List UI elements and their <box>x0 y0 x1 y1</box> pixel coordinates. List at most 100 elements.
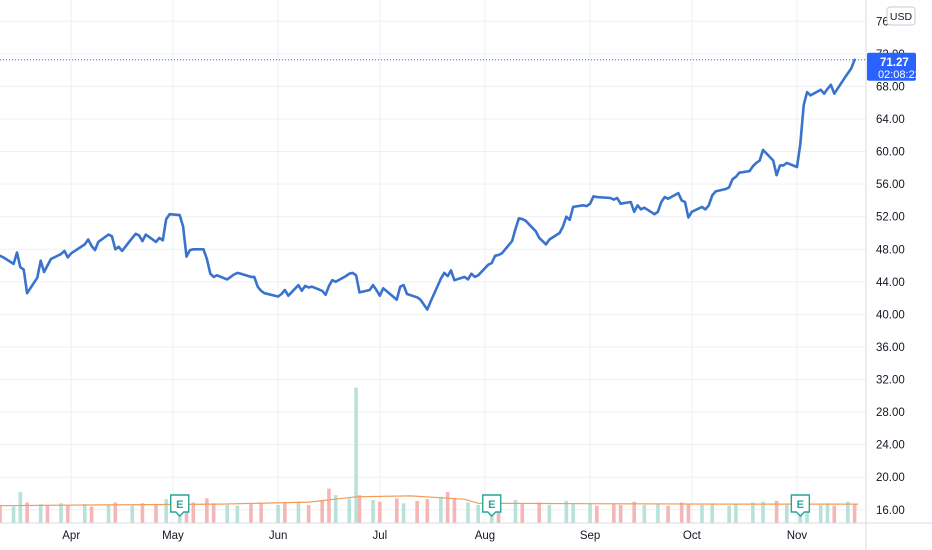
x-tick-label: Sep <box>580 530 600 542</box>
volume-bar <box>595 505 599 523</box>
y-tick-label: 20.00 <box>876 472 905 484</box>
volume-bar <box>347 498 352 523</box>
time-axis[interactable]: Apr May Jun Jul Aug Sep Oct Nov <box>62 530 807 542</box>
x-tick-label: Oct <box>683 530 702 542</box>
volume-bar <box>818 504 823 523</box>
y-tick-label: 48.00 <box>876 244 905 256</box>
volume-bar <box>727 505 731 523</box>
volume-bar <box>211 503 216 523</box>
y-tick-label: 16.00 <box>876 505 905 517</box>
volume-bar <box>140 503 145 523</box>
y-tick-label: 24.00 <box>876 440 905 452</box>
volume-bar <box>618 504 623 523</box>
y-tick-label: 68.00 <box>876 81 905 93</box>
volume-bar <box>259 502 263 523</box>
volume-bar <box>476 504 480 523</box>
volume-bar <box>452 498 457 523</box>
volume-bar <box>378 501 382 523</box>
earnings-badge <box>482 494 502 517</box>
y-tick-label: 64.00 <box>876 114 905 126</box>
earnings-marker[interactable]: E <box>170 494 190 517</box>
volume-bar <box>191 502 196 523</box>
y-tick-label: 28.00 <box>876 407 905 419</box>
volume-bar <box>666 505 670 523</box>
volume-bar <box>59 503 63 523</box>
last-price-value: 71.27 <box>880 57 909 69</box>
volume-bar <box>89 506 94 523</box>
volume-bar <box>18 491 23 523</box>
volume-bar <box>825 503 830 523</box>
volume-bar <box>283 503 287 523</box>
x-tick-label: Jul <box>372 530 387 542</box>
volume-bar <box>235 505 240 523</box>
volume-bar <box>276 504 280 523</box>
volume-bar <box>751 502 755 523</box>
earnings-badge-label: E <box>176 499 183 511</box>
volume-bar <box>439 496 443 523</box>
volume-bar <box>333 495 338 523</box>
volume-bar <box>425 499 430 523</box>
volume-bar <box>82 504 87 523</box>
earnings-badge-label: E <box>488 499 495 511</box>
volume-bar <box>38 504 43 523</box>
volume-bar <box>852 504 857 523</box>
volume-bar <box>588 503 592 523</box>
volume-bar <box>106 504 111 523</box>
x-tick-label: May <box>162 530 184 542</box>
x-tick-label: Apr <box>62 530 80 542</box>
y-tick-label: 32.00 <box>876 375 905 387</box>
volume-bar <box>513 500 518 523</box>
volume-bar <box>154 504 158 523</box>
volume-bar <box>496 505 501 523</box>
earnings-marker[interactable]: E <box>790 494 811 517</box>
price-series <box>0 58 856 311</box>
earnings-marker[interactable]: E <box>482 494 502 517</box>
x-tick-label: Aug <box>475 530 495 542</box>
x-tick-label: Nov <box>787 530 808 542</box>
volume-bar <box>45 505 50 523</box>
y-tick-label: 52.00 <box>876 212 905 224</box>
volume-bar <box>306 504 311 523</box>
y-tick-label: 60.00 <box>876 147 905 159</box>
volume-bar <box>320 500 324 523</box>
volume-bar <box>571 504 575 523</box>
volume-bar <box>832 505 837 523</box>
last-price-marker: 71.27 02:08:22 <box>0 52 921 81</box>
earnings-badge <box>790 494 811 517</box>
earnings-badge-label: E <box>797 499 804 511</box>
bar-countdown-timer: 02:08:22 <box>878 69 921 81</box>
y-tick-label: 44.00 <box>876 277 905 289</box>
price-axis[interactable]: 76.0072.0068.0064.0060.0056.0052.0048.00… <box>876 16 905 517</box>
chart-grid <box>0 0 866 523</box>
y-tick-label: 56.00 <box>876 179 905 191</box>
volume-bar <box>564 500 569 523</box>
volume-bar <box>205 498 209 523</box>
volume-bar <box>784 504 789 523</box>
volume-bar <box>710 503 714 523</box>
volume-bar <box>164 499 168 523</box>
volume-bar <box>401 503 406 523</box>
volume-bar <box>547 504 552 523</box>
volume-bar <box>130 505 135 523</box>
volume-bar <box>445 491 450 523</box>
price-line <box>0 58 856 311</box>
volume-bar <box>357 495 362 523</box>
volume-bar <box>537 502 542 523</box>
volume-bar <box>249 504 253 523</box>
volume-bar <box>11 506 16 523</box>
x-tick-label: Jun <box>269 530 288 542</box>
volume-bar <box>734 504 738 523</box>
volume-bar <box>371 500 375 523</box>
volume-bar <box>466 502 470 523</box>
volume-bar <box>656 503 660 523</box>
currency-badge[interactable]: USD <box>886 6 916 26</box>
volume-bar <box>520 504 525 523</box>
volume-bar <box>327 488 331 523</box>
volume-bar <box>686 504 691 523</box>
last-price-label-bg <box>867 52 916 81</box>
volume-bar <box>113 502 118 523</box>
volume-bar <box>700 504 704 523</box>
